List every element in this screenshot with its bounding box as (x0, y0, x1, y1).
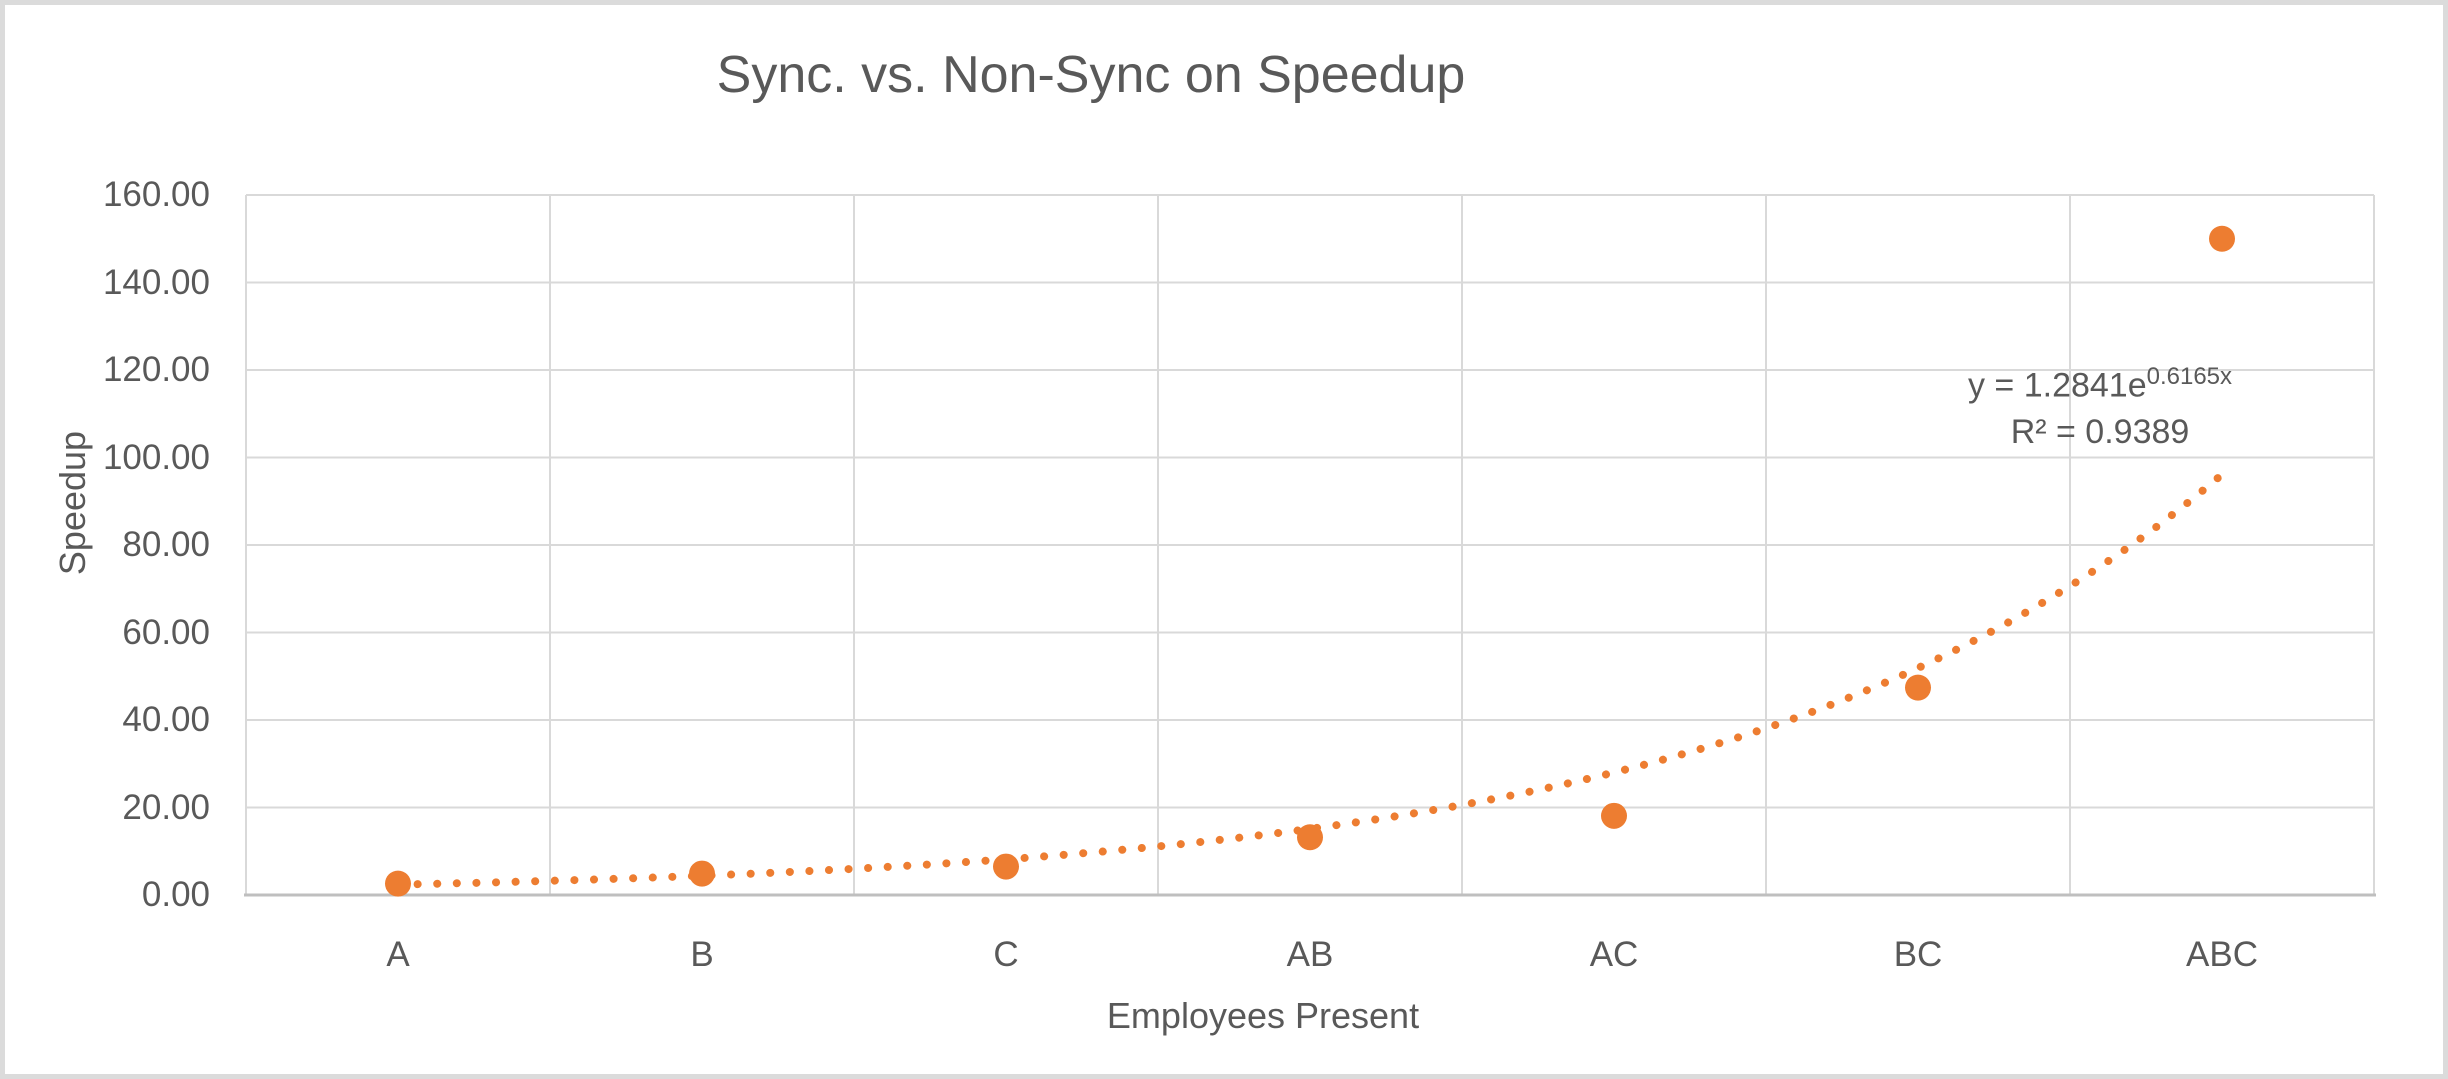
data-point-marker (1601, 802, 1627, 829)
data-point-marker (993, 853, 1019, 880)
y-axis-tick-label: 40.00 (122, 700, 210, 739)
trendline-label: y = 1.2841e0.6165x R² = 0.9389 (1880, 353, 2320, 456)
data-point-marker (385, 870, 411, 897)
trendline-equation: y = 1.2841e0.6165x (1880, 353, 2320, 409)
trendline-equation-exponent: 0.6165x (2146, 363, 2233, 390)
y-axis-tick-label: 100.00 (102, 437, 210, 477)
y-axis-tick-label: 140.00 (102, 262, 210, 302)
y-axis-tick-label: 80.00 (122, 525, 210, 564)
trendline (394, 470, 2226, 889)
x-axis-tick-label: AB (1286, 935, 1334, 974)
x-axis-tick-label: BC (1893, 935, 1943, 974)
y-axis-tick-label: 160.00 (102, 175, 210, 214)
x-axis-title: Employees Present (1106, 995, 1420, 1036)
x-axis-tick-label: AC (1589, 935, 1639, 974)
y-axis-tick-label: 0.00 (141, 875, 210, 914)
data-point-marker (1297, 824, 1323, 851)
y-axis-title: Speedup (52, 430, 93, 576)
trendline-equation-base: y = 1.2841e (1967, 366, 2147, 405)
x-axis-tick-label: ABC (2186, 935, 2258, 974)
data-point-marker (1905, 674, 1931, 701)
y-axis-tick-label: 20.00 (122, 787, 210, 827)
data-point-marker (689, 860, 715, 887)
y-axis-tick-label: 60.00 (122, 612, 210, 652)
data-point-marker (2209, 225, 2235, 252)
x-axis-tick-label: A (386, 935, 410, 974)
x-axis-tick-label: B (690, 935, 714, 974)
plot-area (244, 194, 2376, 897)
y-axis-tick-label: 120.00 (102, 350, 210, 389)
trendline-r-squared: R² = 0.9389 (2010, 413, 2190, 452)
chart-title: Sync. vs. Non-Sync on Speedup (716, 46, 1466, 104)
x-axis-tick-label: C (993, 935, 1019, 974)
